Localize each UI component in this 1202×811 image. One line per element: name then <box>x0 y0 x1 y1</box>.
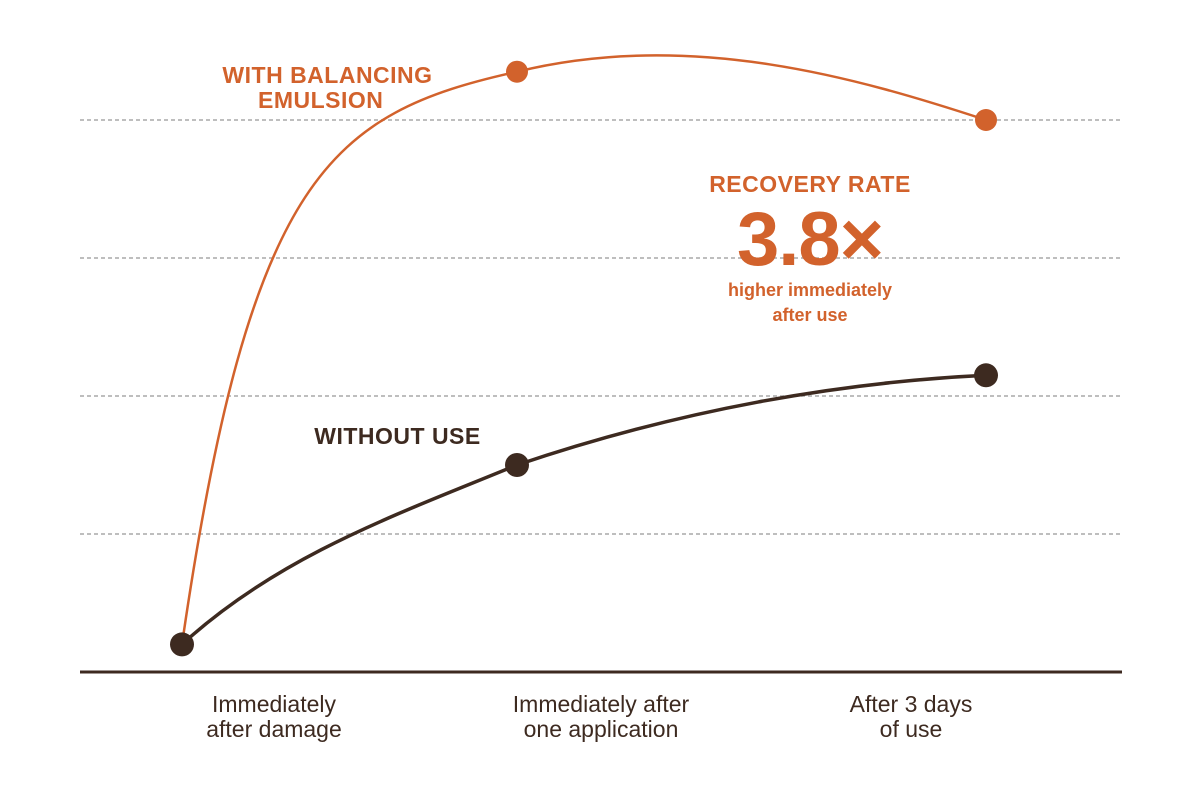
data-point-without-use <box>170 632 194 657</box>
annotation-caption-line-2: after use <box>772 305 848 325</box>
x-tick-line-2: after damage <box>206 716 342 742</box>
series-line-with-balancing-emulsion <box>180 54 987 645</box>
data-point-without-use <box>505 453 529 477</box>
x-tick-line-1: Immediately after <box>512 691 690 717</box>
x-tick-line-1: Immediately <box>212 691 336 717</box>
annotation-value: 3.8× <box>736 197 884 282</box>
legend-label-without-use: WITHOUT USE <box>290 424 505 449</box>
data-point-with-balancing-emulsion <box>506 60 528 83</box>
legend-label-with-balancing-emulsion: WITH BALANCING EMULSION <box>200 63 455 113</box>
x-tick-line-1: After 3 days <box>849 691 973 717</box>
x-tick-label-immediately-after-damage: Immediately after damage <box>144 692 404 742</box>
annotation-caption-line-1: higher immediately <box>727 280 893 300</box>
data-point-with-balancing-emulsion <box>975 109 997 131</box>
annotation-heading: RECOVERY RATE <box>709 171 911 197</box>
data-point-without-use <box>974 363 998 388</box>
gridlines <box>80 119 1122 535</box>
x-tick-label-after-one-application: Immediately after one application <box>471 692 731 742</box>
x-tick-label-after-3-days: After 3 days of use <box>781 692 1041 742</box>
legend-label-line-1: WITH BALANCING <box>222 62 433 88</box>
x-tick-line-2: of use <box>879 716 943 742</box>
legend-label-line-1: WITHOUT USE <box>314 423 481 449</box>
legend-label-line-2: EMULSION <box>258 87 384 113</box>
x-tick-line-2: one application <box>523 716 679 742</box>
recovery-rate-annotation: RECOVERY RATE 3.8× higher immediately af… <box>680 172 940 328</box>
data-points <box>170 60 998 657</box>
series-line-without-use <box>180 373 987 646</box>
